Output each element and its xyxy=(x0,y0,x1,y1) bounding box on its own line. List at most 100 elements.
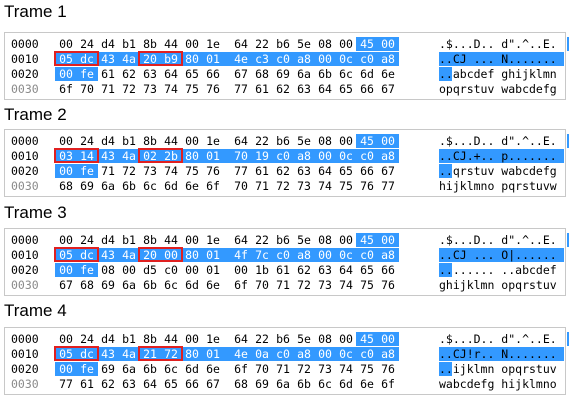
hex-byte[interactable]: 72 xyxy=(297,362,311,376)
hex-byte[interactable]: 4e xyxy=(232,347,250,361)
hex-byte[interactable]: c0 xyxy=(358,52,376,66)
hex-byte[interactable]: 70 xyxy=(255,362,269,376)
hex-panel-4[interactable]: 0000 00 24 d4 b1 8b 44 00 1e 64 22 b6 5e 08 00 45 00 .$..… xyxy=(4,327,569,395)
hex-byte[interactable]: 69 xyxy=(255,377,269,391)
ascii-text[interactable]: ........ ..abcdef xyxy=(439,263,557,277)
hex-byte[interactable]: 0a xyxy=(253,347,271,361)
hex-byte[interactable]: 63 xyxy=(297,164,311,178)
hex-byte[interactable]: 6d xyxy=(339,377,353,391)
hex-byte[interactable]: 43 xyxy=(99,149,117,163)
hex-byte[interactable]: 71 xyxy=(276,278,290,292)
hex-byte[interactable]: 71 xyxy=(101,164,115,178)
hex-byte[interactable]: 66 xyxy=(206,67,220,81)
hex-byte[interactable]: 21 xyxy=(141,347,159,361)
hex-byte[interactable]: 70 xyxy=(232,149,250,163)
hex-byte[interactable]: 75 xyxy=(185,164,199,178)
hex-byte[interactable]: 6f xyxy=(381,377,395,391)
hex-byte[interactable]: 05 xyxy=(57,347,75,361)
hex-byte[interactable]: 61 xyxy=(255,164,269,178)
hex-byte[interactable]: 64 xyxy=(339,263,353,277)
hex-byte[interactable]: 6c xyxy=(339,67,353,81)
hex-byte[interactable]: 77 xyxy=(234,82,248,96)
hex-byte[interactable]: c3 xyxy=(253,52,271,66)
hex-row[interactable]: 0030 68 69 6a 6b 6c 6d 6e 6f 70 71 72 73 74 75 76 77 hijk… xyxy=(5,179,565,193)
hex-byte[interactable]: b1 xyxy=(122,134,136,148)
hex-byte[interactable]: 4a xyxy=(120,149,138,163)
ascii-text[interactable]: .$...D.. d".^..E. xyxy=(439,134,557,148)
hex-byte[interactable]: 5e xyxy=(297,134,311,148)
hex-byte[interactable]: 66 xyxy=(360,82,374,96)
hex-byte[interactable]: 62 xyxy=(276,82,290,96)
hex-byte[interactable]: 80 xyxy=(183,149,201,163)
hex-byte[interactable]: 74 xyxy=(339,278,353,292)
hex-byte[interactable]: 00 xyxy=(185,233,199,247)
hex-byte[interactable]: 64 xyxy=(234,233,248,247)
hex-byte[interactable]: 75 xyxy=(360,278,374,292)
hex-byte[interactable]: 68 xyxy=(80,278,94,292)
hex-byte[interactable]: 80 xyxy=(183,52,201,66)
hex-byte[interactable]: 00 xyxy=(379,233,397,247)
hex-byte[interactable]: 67 xyxy=(234,67,248,81)
hex-byte[interactable]: 01 xyxy=(204,248,222,262)
hex-byte[interactable]: 74 xyxy=(318,179,332,193)
hex-byte[interactable]: 00 xyxy=(185,134,199,148)
hex-byte[interactable]: 4a xyxy=(120,248,138,262)
hex-byte[interactable]: d4 xyxy=(101,134,115,148)
hex-byte[interactable]: 1e xyxy=(206,233,220,247)
hex-byte[interactable]: b9 xyxy=(162,52,180,66)
hex-byte[interactable]: 76 xyxy=(381,362,395,376)
hex-byte[interactable]: 1e xyxy=(206,332,220,346)
ascii-text[interactable]: hijklmno pqrstuvw xyxy=(439,179,557,193)
hex-byte[interactable]: 24 xyxy=(80,233,94,247)
hex-byte[interactable]: 22 xyxy=(255,37,269,51)
hex-byte[interactable]: 6c xyxy=(164,362,178,376)
hex-byte[interactable]: 6a xyxy=(276,377,290,391)
hex-byte[interactable]: c0 xyxy=(358,248,376,262)
hex-byte[interactable]: 62 xyxy=(276,164,290,178)
hex-byte[interactable]: 69 xyxy=(101,362,115,376)
hex-byte[interactable]: 6c xyxy=(143,179,157,193)
hex-byte[interactable]: 61 xyxy=(255,82,269,96)
hex-byte[interactable]: 62 xyxy=(101,377,115,391)
hex-byte[interactable]: 08 xyxy=(101,263,115,277)
ascii-text[interactable]: opqrstuv wabcdefg xyxy=(439,82,557,96)
hex-byte[interactable]: 4f xyxy=(232,248,250,262)
hex-byte[interactable]: 6e xyxy=(206,362,220,376)
hex-byte[interactable]: 77 xyxy=(59,377,73,391)
hex-byte[interactable]: 64 xyxy=(318,164,332,178)
hex-byte[interactable]: 63 xyxy=(122,377,136,391)
hex-byte[interactable]: b6 xyxy=(276,37,290,51)
hex-byte[interactable]: 05 xyxy=(57,52,75,66)
hex-byte[interactable]: 2b xyxy=(162,149,180,163)
hex-byte[interactable]: 00 xyxy=(379,332,397,346)
hex-byte[interactable]: 66 xyxy=(360,164,374,178)
hex-byte[interactable]: 64 xyxy=(164,67,178,81)
hex-byte[interactable]: 00 xyxy=(122,263,136,277)
hex-byte[interactable]: 72 xyxy=(122,82,136,96)
hex-byte[interactable]: 00 xyxy=(59,332,73,346)
hex-byte[interactable]: 00 xyxy=(59,233,73,247)
hex-byte[interactable]: 76 xyxy=(381,278,395,292)
hex-byte[interactable]: 70 xyxy=(255,278,269,292)
hex-byte[interactable]: 5e xyxy=(297,233,311,247)
hex-byte[interactable]: b6 xyxy=(276,332,290,346)
hex-byte[interactable]: 67 xyxy=(206,377,220,391)
hex-byte[interactable]: fe xyxy=(78,263,96,277)
hex-row[interactable]: 0020 00 fe 08 00 d5 c0 00 01 00 1b 61 62 63 64 65 66....… xyxy=(5,263,565,277)
hex-row[interactable]: 0010 05 dc 43 4a 20 b9 80 01 4e c3 c0 a8 00 0c c0 a8 ..CJ… xyxy=(5,51,565,66)
hex-byte[interactable]: 66 xyxy=(185,377,199,391)
hex-byte[interactable]: 01 xyxy=(204,347,222,361)
hex-byte[interactable]: a8 xyxy=(379,52,397,66)
ascii-text[interactable]: ..qrstuv wabcdefg xyxy=(439,164,557,178)
hex-row[interactable]: 0020 00 fe 71 72 73 74 75 76 77 61 62 63 64 65 66 67 ..qr… xyxy=(5,164,565,178)
ascii-text[interactable]: .$...D.. d".^..E. xyxy=(439,332,557,346)
hex-byte[interactable]: 00 xyxy=(339,332,353,346)
hex-byte[interactable]: b6 xyxy=(276,233,290,247)
hex-byte[interactable]: 6b xyxy=(143,278,157,292)
hex-byte[interactable]: 73 xyxy=(318,278,332,292)
hex-row[interactable]: 0000 00 24 d4 b1 8b 44 00 1e 64 22 b6 5e 08 00 45 00 .$..… xyxy=(5,37,569,51)
hex-byte[interactable]: 44 xyxy=(164,134,178,148)
hex-byte[interactable]: 14 xyxy=(78,149,96,163)
hex-byte[interactable]: 02 xyxy=(141,149,159,163)
hex-byte[interactable]: 6e xyxy=(360,377,374,391)
